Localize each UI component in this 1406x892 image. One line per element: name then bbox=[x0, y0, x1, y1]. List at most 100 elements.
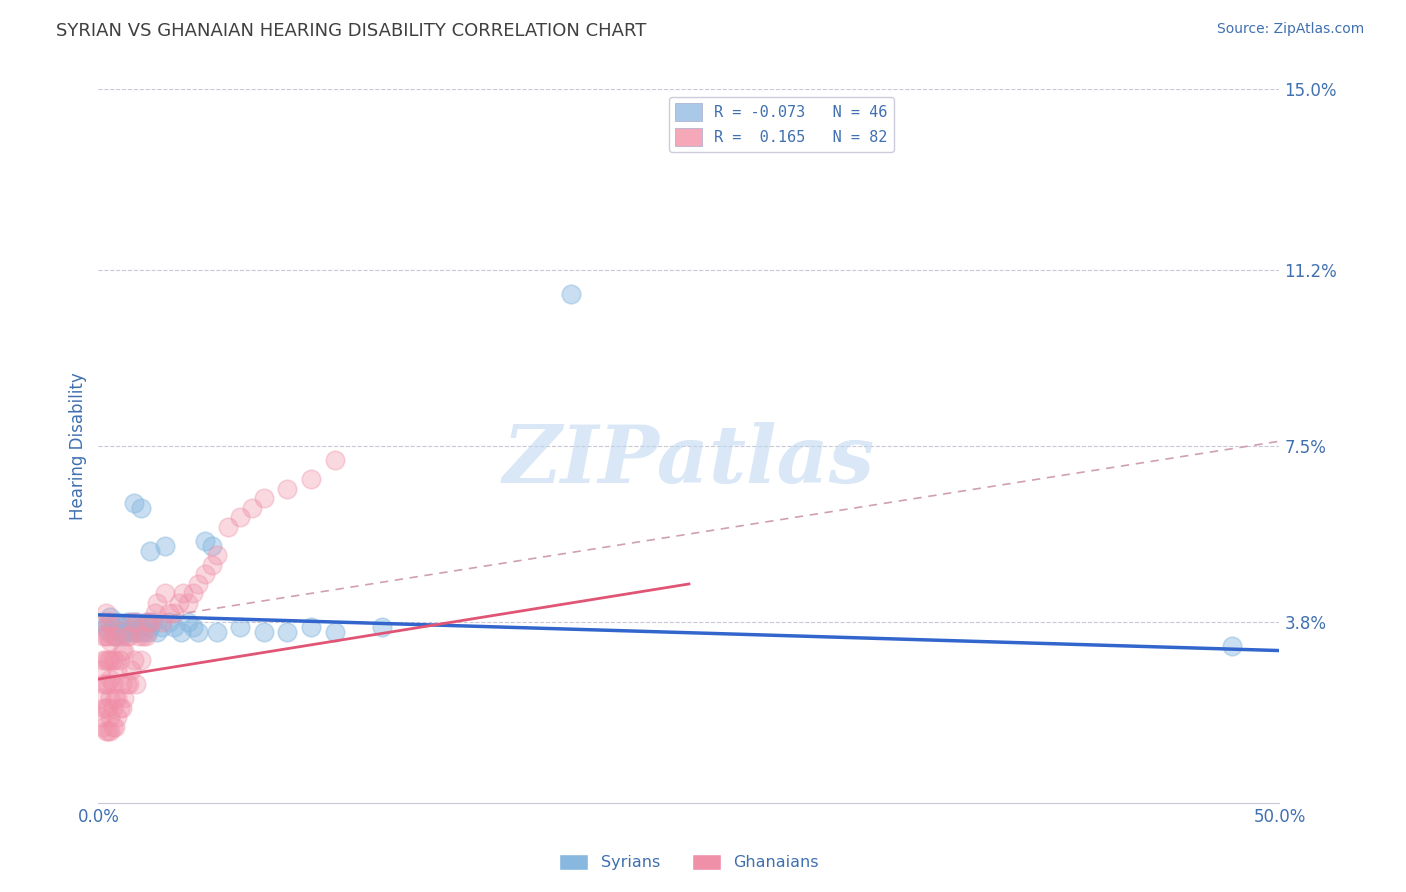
Point bbox=[108, 700, 131, 714]
Point bbox=[150, 620, 173, 634]
Point bbox=[163, 620, 186, 634]
Point bbox=[170, 624, 193, 639]
Point bbox=[217, 520, 239, 534]
Point bbox=[91, 615, 114, 629]
Point bbox=[143, 606, 166, 620]
Point bbox=[90, 691, 112, 706]
Point bbox=[98, 634, 121, 648]
Point bbox=[98, 653, 121, 667]
Point bbox=[122, 496, 145, 510]
Point bbox=[177, 615, 200, 629]
Point bbox=[94, 724, 117, 739]
Point bbox=[91, 629, 114, 643]
Point bbox=[125, 677, 148, 691]
Point bbox=[94, 700, 117, 714]
Point bbox=[139, 543, 162, 558]
Point bbox=[118, 624, 141, 639]
Point bbox=[253, 491, 276, 506]
Point bbox=[105, 710, 128, 724]
Point bbox=[201, 558, 224, 572]
Point bbox=[97, 677, 120, 691]
Point bbox=[112, 624, 135, 639]
Point bbox=[139, 620, 162, 634]
Y-axis label: Hearing Disability: Hearing Disability bbox=[69, 372, 87, 520]
Point bbox=[94, 653, 117, 667]
Point bbox=[122, 624, 145, 639]
Point bbox=[157, 615, 180, 629]
Point bbox=[299, 620, 322, 634]
Point bbox=[132, 629, 155, 643]
Point bbox=[115, 677, 138, 691]
Point bbox=[97, 624, 120, 639]
Point bbox=[229, 620, 252, 634]
Point bbox=[94, 629, 117, 643]
Point bbox=[105, 615, 128, 629]
Point bbox=[98, 691, 121, 706]
Point bbox=[163, 606, 186, 620]
Point bbox=[181, 586, 204, 600]
Point bbox=[128, 624, 150, 639]
Text: Source: ZipAtlas.com: Source: ZipAtlas.com bbox=[1216, 22, 1364, 37]
Point bbox=[229, 510, 252, 524]
Point bbox=[135, 629, 157, 643]
Point bbox=[205, 624, 228, 639]
Point bbox=[90, 663, 112, 677]
Point bbox=[560, 286, 582, 301]
Point bbox=[142, 615, 165, 629]
Point bbox=[276, 624, 298, 639]
Point bbox=[105, 691, 128, 706]
Point bbox=[136, 615, 159, 629]
Point bbox=[90, 710, 112, 724]
Point bbox=[139, 615, 162, 629]
Point bbox=[187, 577, 209, 591]
Point bbox=[299, 472, 322, 486]
Point bbox=[104, 691, 127, 706]
Point bbox=[101, 629, 124, 643]
Point bbox=[91, 720, 114, 734]
Point bbox=[94, 606, 117, 620]
Point bbox=[135, 615, 157, 629]
Point bbox=[122, 653, 145, 667]
Point bbox=[118, 677, 141, 691]
Point bbox=[98, 615, 121, 629]
Point bbox=[94, 620, 117, 634]
Point bbox=[91, 677, 114, 691]
Point bbox=[91, 653, 114, 667]
Point bbox=[150, 615, 173, 629]
Point bbox=[108, 653, 131, 667]
Point bbox=[129, 620, 152, 634]
Point bbox=[240, 500, 263, 515]
Point bbox=[194, 534, 217, 549]
Point bbox=[121, 663, 143, 677]
Point bbox=[97, 653, 120, 667]
Point bbox=[101, 653, 124, 667]
Point bbox=[146, 624, 169, 639]
Point bbox=[115, 629, 138, 643]
Legend: Syrians, Ghanaians: Syrians, Ghanaians bbox=[553, 847, 825, 877]
Point bbox=[105, 629, 128, 643]
Point bbox=[121, 615, 143, 629]
Point bbox=[371, 620, 394, 634]
Point bbox=[136, 624, 159, 639]
Point bbox=[276, 482, 298, 496]
Point bbox=[118, 629, 141, 643]
Point bbox=[97, 615, 120, 629]
Point bbox=[187, 624, 209, 639]
Point bbox=[129, 500, 152, 515]
Point bbox=[121, 615, 143, 629]
Point bbox=[167, 596, 190, 610]
Point bbox=[157, 606, 180, 620]
Point bbox=[104, 653, 127, 667]
Point bbox=[172, 586, 194, 600]
Point bbox=[112, 643, 135, 657]
Point bbox=[112, 691, 135, 706]
Point bbox=[1220, 639, 1243, 653]
Point bbox=[91, 700, 114, 714]
Point bbox=[111, 620, 134, 634]
Point bbox=[97, 724, 120, 739]
Point bbox=[101, 620, 124, 634]
Point bbox=[153, 539, 176, 553]
Point bbox=[201, 539, 224, 553]
Point bbox=[111, 700, 134, 714]
Point bbox=[323, 624, 346, 639]
